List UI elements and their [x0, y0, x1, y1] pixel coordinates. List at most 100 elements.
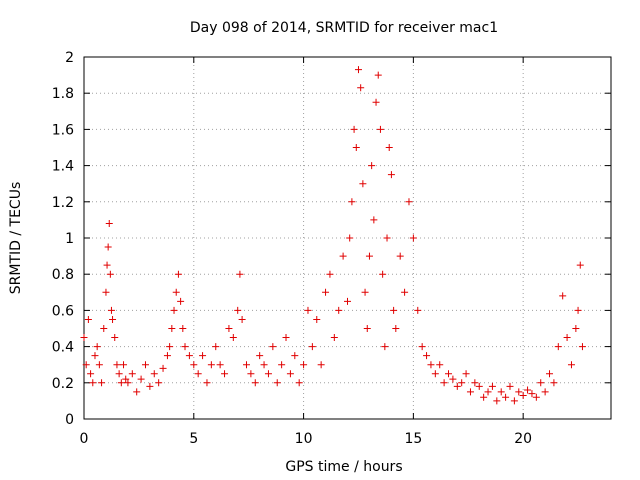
data-point — [541, 388, 549, 396]
data-point — [106, 270, 114, 278]
chart-title: Day 098 of 2014, SRMTID for receiver mac… — [190, 20, 498, 36]
data-point — [104, 243, 112, 251]
data-point — [291, 352, 299, 360]
data-point — [475, 382, 483, 390]
data-point — [436, 361, 444, 369]
data-point — [229, 334, 237, 342]
data-point — [174, 270, 182, 278]
y-tick-label: 0.8 — [52, 267, 74, 283]
data-point — [256, 352, 264, 360]
data-point — [278, 361, 286, 369]
data-point — [445, 370, 453, 378]
y-tick-label: 0.4 — [52, 340, 74, 356]
data-point — [379, 270, 387, 278]
data-points — [80, 66, 586, 405]
data-point — [115, 370, 123, 378]
data-point — [348, 198, 356, 206]
data-point — [251, 379, 259, 387]
data-point — [179, 325, 187, 332]
data-point — [376, 125, 384, 133]
data-point — [572, 325, 580, 332]
x-tick-label: 20 — [514, 431, 532, 447]
data-point — [515, 388, 523, 396]
x-tick-label: 15 — [404, 431, 422, 447]
data-point — [392, 325, 400, 332]
data-point — [497, 388, 505, 396]
y-tick-label: 0.2 — [52, 376, 74, 392]
data-point — [409, 234, 417, 242]
data-point — [170, 306, 178, 314]
data-point — [269, 343, 277, 351]
data-point — [163, 352, 171, 360]
x-tick-label: 0 — [80, 431, 89, 447]
data-point — [431, 370, 439, 378]
data-point — [368, 162, 376, 170]
data-point — [82, 361, 90, 369]
data-point — [574, 306, 582, 314]
data-point — [401, 288, 409, 296]
data-point — [510, 397, 518, 405]
data-point — [524, 386, 532, 394]
data-point — [155, 379, 163, 387]
data-point — [107, 306, 115, 314]
data-point — [374, 71, 382, 79]
data-point — [372, 98, 380, 106]
data-point — [100, 325, 108, 332]
data-point — [506, 382, 514, 390]
data-point — [194, 370, 202, 378]
data-point — [105, 220, 113, 228]
x-tick-label: 10 — [295, 431, 313, 447]
data-point — [578, 343, 586, 351]
data-point — [352, 144, 360, 151]
data-point — [300, 361, 308, 369]
data-point — [87, 370, 95, 378]
data-point — [519, 391, 527, 399]
data-point — [480, 393, 488, 401]
data-point — [203, 379, 211, 387]
data-point — [313, 315, 321, 323]
data-point — [350, 125, 358, 133]
data-point — [427, 361, 435, 369]
data-point — [370, 216, 378, 224]
data-point — [304, 306, 312, 314]
data-point — [242, 361, 250, 369]
y-tick-label: 1.6 — [52, 122, 74, 138]
data-point — [396, 252, 404, 260]
y-tick-label: 2 — [65, 50, 74, 66]
data-point — [236, 270, 244, 278]
data-point — [423, 352, 431, 360]
data-point — [383, 234, 391, 242]
data-point — [264, 370, 272, 378]
data-point — [109, 315, 117, 323]
data-point — [488, 382, 496, 390]
data-point — [159, 364, 167, 372]
data-point — [150, 370, 158, 378]
data-point — [117, 379, 125, 387]
data-point — [546, 370, 554, 378]
data-point — [168, 325, 176, 332]
data-point — [260, 361, 268, 369]
data-point — [559, 292, 567, 300]
data-point — [120, 361, 128, 369]
data-point — [93, 343, 101, 351]
y-tick-label: 1 — [65, 231, 74, 247]
data-point — [141, 361, 149, 369]
data-point — [295, 379, 303, 387]
data-point — [462, 370, 470, 378]
data-point — [466, 388, 474, 396]
data-point — [207, 361, 215, 369]
data-point — [103, 261, 111, 269]
data-point — [89, 379, 97, 387]
data-point — [234, 306, 242, 314]
data-point — [346, 234, 354, 242]
data-point — [550, 379, 558, 387]
data-point — [102, 288, 110, 296]
data-point — [177, 297, 185, 305]
data-point — [238, 315, 246, 323]
y-tick-label: 1.4 — [52, 159, 74, 175]
data-point — [405, 198, 413, 206]
data-point — [95, 361, 103, 369]
data-point — [273, 379, 281, 387]
data-point — [286, 370, 294, 378]
